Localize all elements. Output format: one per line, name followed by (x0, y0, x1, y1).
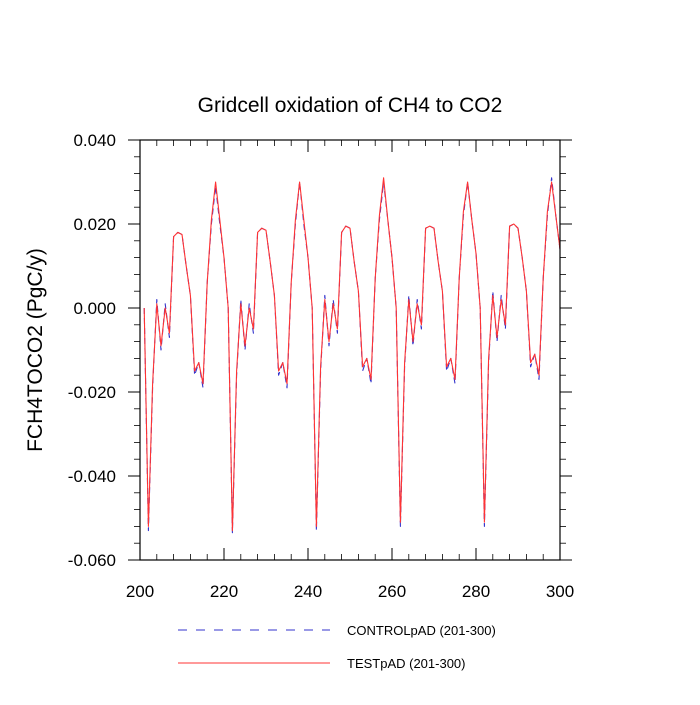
legend: CONTROLpAD (201-300) TESTpAD (201-300) (178, 623, 496, 671)
x-tick-label: 220 (210, 582, 238, 601)
legend-label: CONTROLpAD (201-300) (347, 623, 496, 638)
y-tick-label: 0.040 (73, 131, 116, 150)
y-tick-label: 0.000 (73, 299, 116, 318)
series-line-controlpad (143, 177, 561, 534)
plot-area (143, 177, 561, 534)
x-tick-label: 260 (378, 582, 406, 601)
y-tick-label: -0.020 (68, 383, 116, 402)
series-line-testpad (143, 177, 561, 532)
plot-frame (139, 139, 561, 561)
chart-title: Gridcell oxidation of CH4 to CO2 (198, 94, 503, 117)
y-tick-label: 0.020 (73, 215, 116, 234)
x-tick-label: 280 (462, 582, 490, 601)
y-tick-label: -0.060 (68, 551, 116, 570)
legend-label: TESTpAD (201-300) (347, 656, 466, 671)
x-tick-label: 300 (546, 582, 574, 601)
y-axis-label: FCH4TOCO2 (PgC/y) (24, 248, 47, 452)
axis-ticks: 200 220 240 260 280 300 -0.060 -0.040 -0.020 0.00… (68, 131, 574, 601)
x-tick-label: 240 (294, 582, 322, 601)
y-tick-label: -0.040 (68, 467, 116, 486)
x-tick-label: 200 (126, 582, 154, 601)
